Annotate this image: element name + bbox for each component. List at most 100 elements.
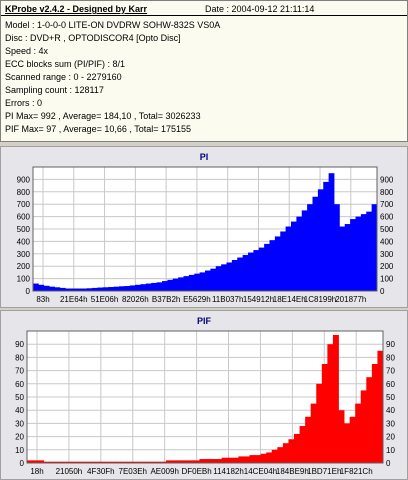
pi-ytick-left-2: 200 [17, 262, 31, 271]
pif-bar-42 [260, 453, 267, 463]
pif-bar-10 [82, 461, 89, 463]
pi-bar-37 [231, 260, 238, 291]
pif-ytick-right-8: 80 [386, 353, 395, 362]
pi-bar-43 [264, 243, 270, 291]
pif-xtick-8: 184BE9h [276, 467, 309, 476]
pi-bar-16 [119, 286, 125, 291]
pi-bar-34 [215, 266, 222, 291]
pi-bar-52 [312, 196, 319, 291]
pif-bar-38 [238, 456, 245, 463]
info-pi-summary: PI Max= 992 , Average= 184,10 , Total= 3… [5, 111, 201, 121]
pi-ytick-right-5: 500 [380, 225, 394, 234]
pi-bar-10 [86, 288, 93, 291]
pi-bar-45 [274, 236, 281, 291]
pi-bar-55 [328, 173, 335, 291]
pi-bar-21 [145, 283, 152, 291]
pi-ytick-left-8: 800 [17, 188, 31, 197]
pi-bar-32 [205, 270, 211, 291]
pi-xtick-7: 154912h [243, 295, 274, 304]
pi-bar-59 [350, 219, 356, 291]
pi-bar-27 [178, 277, 184, 291]
pi-bar-24 [162, 281, 168, 291]
pif-bar-32 [205, 459, 211, 463]
pi-bar-2 [43, 285, 50, 291]
pi-bar-40 [248, 252, 254, 291]
pif-ytick-right-5: 50 [386, 393, 395, 402]
pi-ytick-left-4: 400 [17, 237, 31, 246]
pif-chart: PIF 0 0 10 10 20 20 30 30 40 40 50 50 60 60 70 70 80 80 90 9… [15, 316, 395, 476]
pif-xtick-1: 21050h [56, 467, 83, 476]
pi-xtick-5: E5629h [183, 295, 211, 304]
pi-xtick-9: 1C8199h [304, 295, 336, 304]
pi-chart-title: PI [200, 152, 209, 162]
pif-bar-14 [104, 461, 111, 463]
pi-bar-23 [156, 282, 163, 291]
pi-ytick-left-9: 900 [17, 175, 31, 184]
pif-bar-48 [294, 433, 300, 463]
pif-ytick-left-4: 40 [15, 406, 24, 415]
pif-bar-44 [271, 449, 278, 463]
pi-ytick-left-1: 100 [17, 275, 31, 284]
report-date: Date : 2004-09-12 21:11:14 [205, 4, 315, 14]
pif-bar-55 [332, 334, 339, 463]
pi-chart-panel: PI 0 0 100 100 200 200 300 300 400 400 500 500 600 600… [0, 146, 408, 308]
pi-ytick-right-3: 300 [380, 250, 394, 259]
pi-ytick-right-2: 200 [380, 262, 394, 271]
pif-bar-2 [38, 460, 45, 463]
app-header: KProbe v2.4.2 - Designed by Karr [5, 4, 148, 14]
pi-ytick-left-3: 300 [17, 250, 31, 259]
pi-chart: PI 0 0 100 100 200 200 300 300 400 400 500 500 600 600… [17, 152, 394, 304]
pi-bar-47 [285, 226, 292, 291]
pif-bar-30 [193, 460, 200, 463]
pi-bar-15 [113, 286, 120, 291]
pif-bar-61 [366, 377, 373, 463]
pif-bar-58 [349, 416, 356, 463]
pif-xtick-7: 14CE04h [244, 467, 277, 476]
pif-bar-8 [71, 461, 78, 463]
pif-ytick-right-3: 30 [386, 419, 395, 428]
pi-bar-19 [135, 284, 141, 291]
pif-bar-49 [299, 426, 306, 463]
pif-bar-53 [321, 364, 328, 463]
pif-bar-20 [138, 461, 145, 463]
pi-bar-30 [194, 273, 201, 291]
pif-chart-title: PIF [197, 316, 212, 326]
pi-xtick-4: B37B2h [152, 295, 180, 304]
pi-xtick-2: 51E06h [91, 295, 119, 304]
pif-bar-43 [266, 452, 273, 463]
pi-bar-35 [221, 264, 227, 291]
pi-ytick-right-7: 700 [380, 200, 394, 209]
header-divider [1, 15, 407, 16]
pi-bar-0 [33, 283, 39, 291]
pi-xtick-0: 83h [36, 295, 49, 304]
pi-bar-4 [54, 287, 61, 291]
pi-bar-58 [344, 224, 351, 291]
pif-bar-36 [227, 457, 234, 463]
pif-bar-46 [282, 443, 289, 463]
pi-ytick-left-7: 700 [17, 200, 31, 209]
pif-bar-19 [132, 461, 139, 463]
pif-bar-24 [160, 461, 167, 463]
pif-bar-52 [316, 383, 323, 463]
pi-ytick-right-9: 900 [380, 175, 394, 184]
pif-ytick-left-0: 0 [20, 459, 25, 468]
pif-bar-17 [121, 461, 128, 463]
pi-bar-51 [307, 204, 313, 291]
pif-xtick-6: 114182h [213, 467, 244, 476]
info-pif-summary: PIF Max= 97 , Average= 10,66 , Total= 17… [5, 124, 192, 134]
pi-bar-54 [323, 181, 330, 291]
pif-ytick-left-7: 70 [15, 367, 24, 376]
pi-bar-25 [167, 279, 174, 291]
pi-bar-9 [81, 288, 88, 291]
pi-ytick-left-5: 500 [17, 225, 31, 234]
pi-bar-44 [269, 240, 276, 291]
pi-bar-29 [188, 274, 195, 291]
pi-bar-60 [355, 216, 362, 291]
pif-ytick-right-4: 40 [386, 406, 395, 415]
pif-bar-13 [99, 461, 106, 463]
pi-xtick-8: 18E14Eh [273, 295, 306, 304]
pif-xtick-10: 1F821Ch [340, 467, 373, 476]
pif-ytick-right-2: 20 [386, 433, 395, 442]
pif-bar-7 [65, 461, 72, 463]
info-ecc-blocks: ECC blocks sum (PI/PIF) : 8/1 [5, 59, 126, 69]
